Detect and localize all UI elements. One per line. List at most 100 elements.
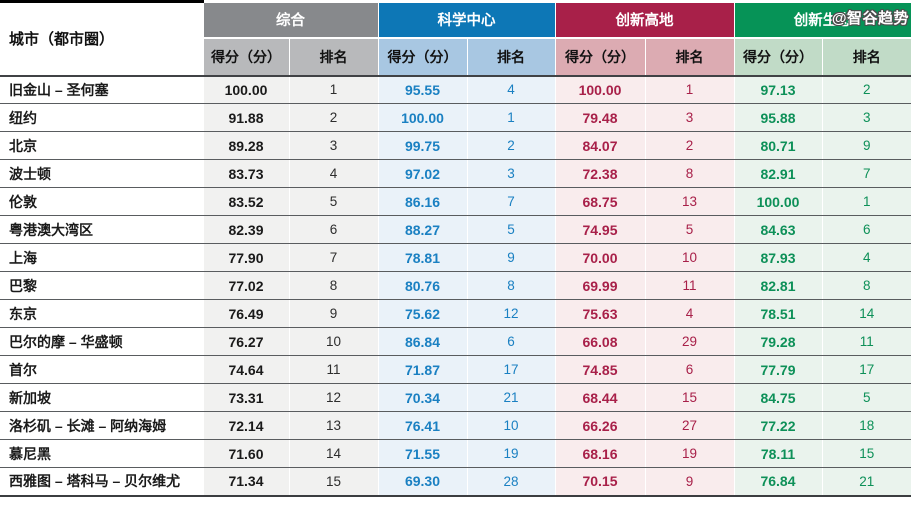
score-cell: 80.71: [733, 131, 822, 160]
group-header-comprehensive: 综合: [202, 0, 378, 39]
score-cell: 95.88: [733, 103, 822, 132]
score-cell: 75.63: [554, 299, 645, 328]
rank-cell: 1: [288, 75, 378, 104]
table-row: 洛杉矶 – 长滩 – 阿纳海姆 72.14 13 76.41 10 66.26 27 77.2…: [0, 411, 911, 440]
score-cell: 87.93: [733, 243, 822, 272]
watermark: @智谷趋势: [831, 10, 909, 27]
rank-cell: 14: [288, 439, 378, 468]
rank-cell: 3: [466, 159, 555, 188]
score-cell: 99.75: [377, 131, 467, 160]
city-name-cell: 首尔: [0, 355, 203, 384]
score-cell: 70.15: [554, 467, 645, 497]
score-cell: 84.07: [554, 131, 645, 160]
table-row: 北京 89.28 3 99.75 2 84.07 2 80.71 9: [0, 131, 911, 160]
score-cell: 70.00: [554, 243, 645, 272]
rank-cell: 3: [288, 131, 378, 160]
score-cell: 84.75: [733, 383, 822, 412]
score-cell: 88.27: [377, 215, 467, 244]
table-row: 东京 76.49 9 75.62 12 75.63 4 78.51 14: [0, 299, 911, 328]
table-row: 上海 77.90 7 78.81 9 70.00 10 87.93 4: [0, 243, 911, 272]
city-name-cell: 伦敦: [0, 187, 203, 216]
table-row: 纽约 91.88 2 100.00 1 79.48 3 95.88 3: [0, 103, 911, 132]
city-name-cell: 北京: [0, 131, 203, 160]
city-name-cell: 巴黎: [0, 271, 203, 300]
rank-cell: 15: [821, 439, 911, 468]
score-cell: 66.26: [554, 411, 645, 440]
rank-cell: 2: [466, 131, 555, 160]
rank-cell: 6: [466, 327, 555, 356]
table-row: 西雅图 – 塔科马 – 贝尔维尤 71.34 15 69.30 28 70.15 9 76.8…: [0, 467, 911, 497]
score-cell: 72.38: [554, 159, 645, 188]
rank-cell: 13: [288, 411, 378, 440]
score-cell: 68.44: [554, 383, 645, 412]
score-cell: 77.22: [733, 411, 822, 440]
rank-cell: 17: [821, 355, 911, 384]
score-cell: 71.55: [377, 439, 467, 468]
city-name-cell: 纽约: [0, 103, 203, 132]
score-cell: 79.48: [554, 103, 645, 132]
group-header-science-center: 科学中心: [377, 0, 555, 39]
score-cell: 86.16: [377, 187, 467, 216]
city-name-cell: 巴尔的摩 – 华盛顿: [0, 327, 203, 356]
rank-cell: 3: [644, 103, 734, 132]
rank-cell: 10: [466, 411, 555, 440]
table-row: 伦敦 83.52 5 86.16 7 68.75 13 100.00 1: [0, 187, 911, 216]
city-name-cell: 旧金山 – 圣何塞: [0, 75, 203, 104]
score-cell: 100.00: [733, 187, 822, 216]
table-header: 城市（都市圈） 综合 科学中心 创新高地 创新生态 得分（分） 排名 得分（分）…: [0, 0, 911, 77]
rank-cell: 7: [821, 159, 911, 188]
score-cell: 79.28: [733, 327, 822, 356]
score-cell: 71.34: [202, 467, 289, 497]
score-cell: 97.13: [733, 75, 822, 104]
rank-cell: 15: [288, 467, 378, 497]
score-cell: 69.99: [554, 271, 645, 300]
sub-header-row: 得分（分） 排名 得分（分） 排名 得分（分） 排名 得分（分） 排名: [0, 37, 911, 77]
score-subheader: 得分（分）: [202, 37, 289, 77]
rank-cell: 9: [466, 243, 555, 272]
rank-cell: 27: [644, 411, 734, 440]
score-cell: 76.27: [202, 327, 289, 356]
rank-cell: 4: [466, 75, 555, 104]
score-cell: 77.79: [733, 355, 822, 384]
city-column-header: 城市（都市圈）: [0, 0, 203, 77]
rank-cell: 7: [466, 187, 555, 216]
score-cell: 74.64: [202, 355, 289, 384]
rank-cell: 9: [644, 467, 734, 497]
rank-cell: 13: [644, 187, 734, 216]
score-cell: 89.28: [202, 131, 289, 160]
score-subheader: 得分（分）: [554, 37, 645, 77]
rank-cell: 29: [644, 327, 734, 356]
city-name-cell: 慕尼黑: [0, 439, 203, 468]
rank-cell: 2: [288, 103, 378, 132]
rank-cell: 14: [821, 299, 911, 328]
rank-cell: 6: [821, 215, 911, 244]
rank-cell: 2: [644, 131, 734, 160]
table-row: 旧金山 – 圣何塞 100.00 1 95.55 4 100.00 1 97.13 2: [0, 75, 911, 104]
score-cell: 82.39: [202, 215, 289, 244]
table-row: 粤港澳大湾区 82.39 6 88.27 5 74.95 5 84.63 6: [0, 215, 911, 244]
rank-cell: 6: [288, 215, 378, 244]
score-subheader: 得分（分）: [733, 37, 822, 77]
rank-cell: 11: [288, 355, 378, 384]
rank-cell: 9: [288, 299, 378, 328]
score-cell: 77.90: [202, 243, 289, 272]
city-name-cell: 东京: [0, 299, 203, 328]
rank-cell: 4: [288, 159, 378, 188]
score-cell: 71.60: [202, 439, 289, 468]
rank-cell: 12: [288, 383, 378, 412]
score-cell: 72.14: [202, 411, 289, 440]
rank-subheader: 排名: [821, 37, 911, 77]
score-cell: 86.84: [377, 327, 467, 356]
rank-cell: 8: [466, 271, 555, 300]
rank-cell: 1: [644, 75, 734, 104]
score-cell: 68.16: [554, 439, 645, 468]
score-cell: 78.81: [377, 243, 467, 272]
score-cell: 100.00: [377, 103, 467, 132]
rank-cell: 4: [821, 243, 911, 272]
rank-cell: 11: [644, 271, 734, 300]
rank-cell: 19: [644, 439, 734, 468]
score-cell: 95.55: [377, 75, 467, 104]
city-name-cell: 新加坡: [0, 383, 203, 412]
score-cell: 73.31: [202, 383, 289, 412]
score-cell: 76.49: [202, 299, 289, 328]
